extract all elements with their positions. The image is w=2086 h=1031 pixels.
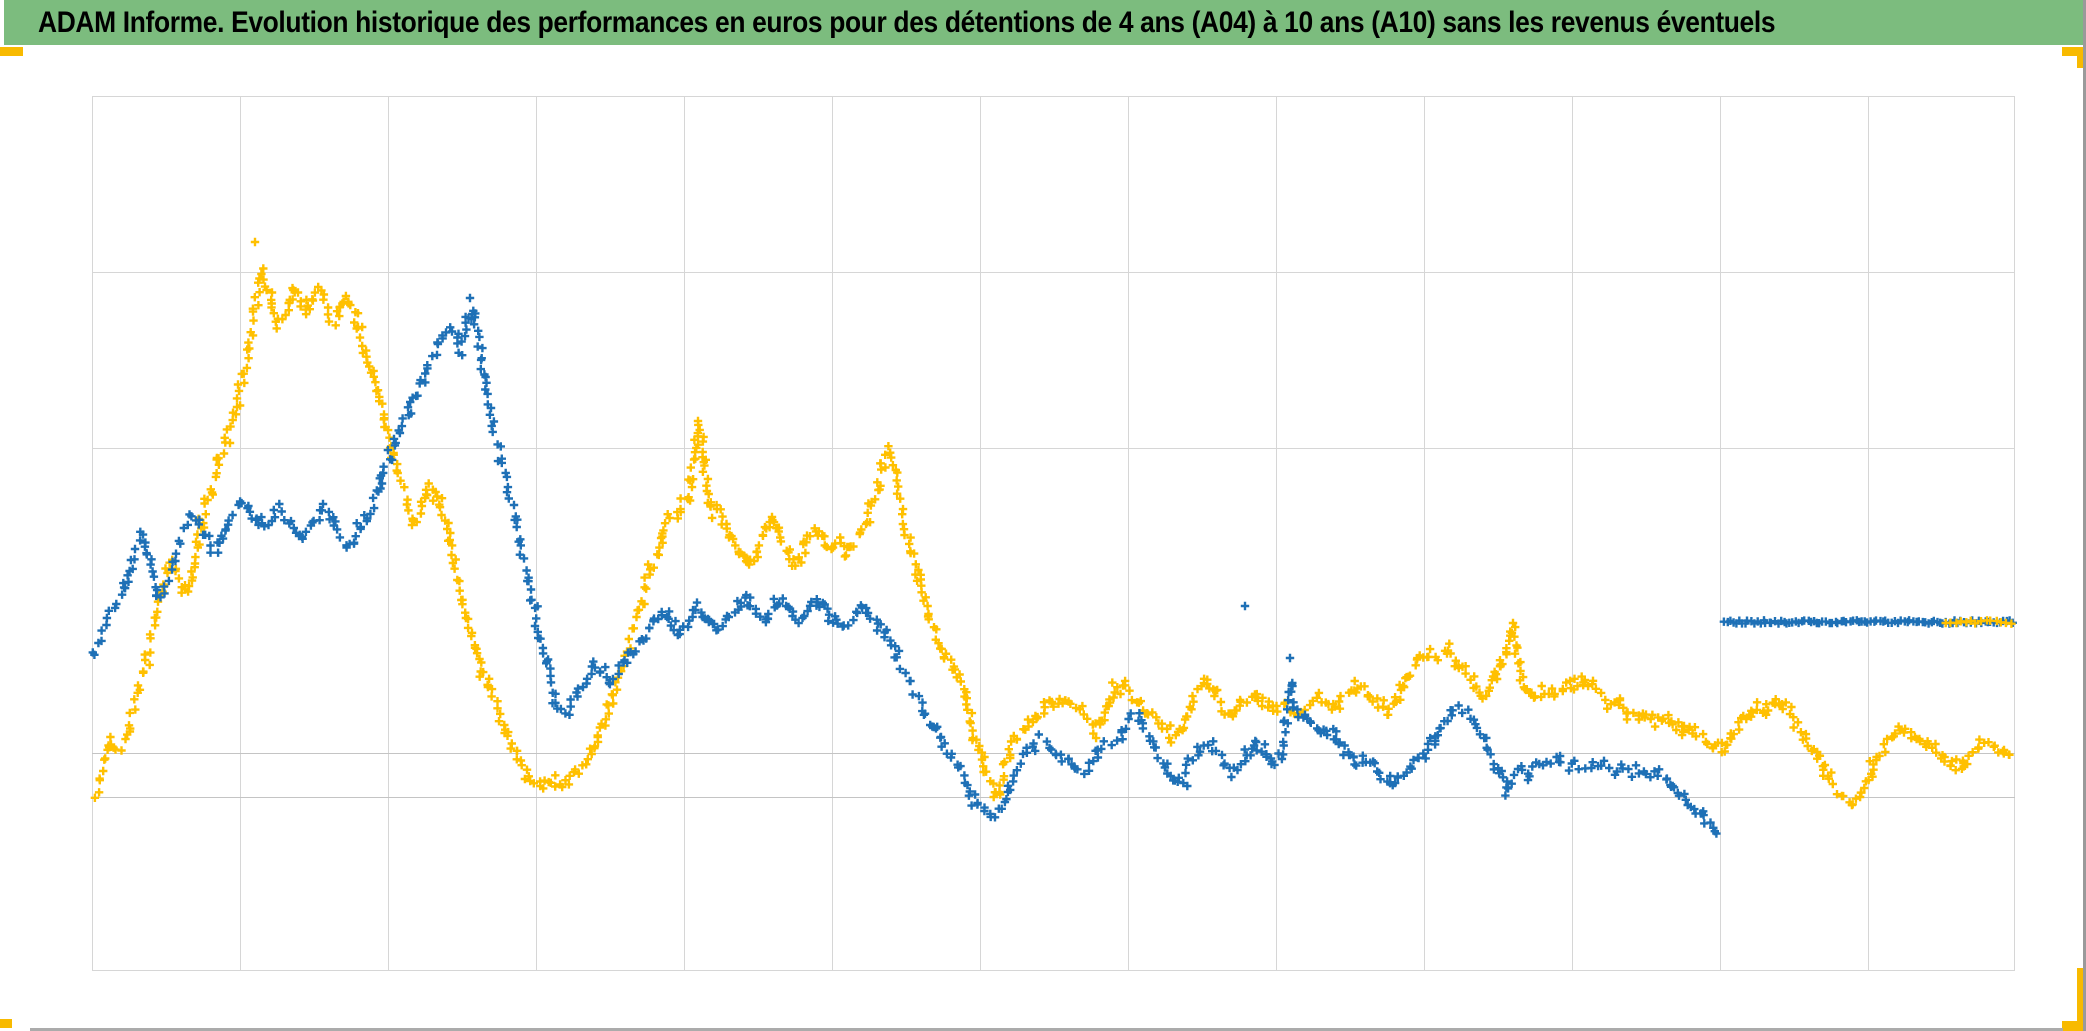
vertical-gridline — [1868, 96, 1869, 971]
vertical-gridline — [536, 96, 537, 971]
vertical-gridline — [684, 96, 685, 971]
horizontal-gridline — [92, 448, 2015, 449]
page-title: ADAM Informe. Evolution historique des p… — [38, 5, 1776, 39]
vertical-gridline — [388, 96, 389, 971]
plot-area — [92, 96, 2015, 971]
corner-mark-top-right-horizontal — [2062, 47, 2086, 56]
vertical-gridline — [1572, 96, 1573, 971]
corner-mark-top-right-vertical — [2077, 47, 2086, 68]
series-blue-markers — [88, 293, 2017, 838]
window-edge-bottom — [30, 1028, 2063, 1031]
horizontal-gridline — [92, 797, 2015, 798]
window-edge-right — [2083, 0, 2086, 1031]
horizontal-gridline — [92, 272, 2015, 273]
corner-mark-bottom-right-horizontal — [2062, 1021, 2086, 1031]
series-gold-markers — [90, 237, 2014, 810]
vertical-gridline — [1720, 96, 1721, 971]
header-bar: ADAM Informe. Evolution historique des p… — [4, 0, 2083, 45]
corner-mark-top-left — [0, 47, 23, 56]
vertical-gridline — [980, 96, 981, 971]
corner-mark-bottom-right-vertical — [2077, 968, 2086, 1031]
vertical-gridline — [1128, 96, 1129, 971]
vertical-gridline — [1276, 96, 1277, 971]
corner-mark-bottom-left — [0, 1019, 12, 1028]
vertical-gridline — [1424, 96, 1425, 971]
vertical-gridline — [832, 96, 833, 971]
vertical-gridline — [240, 96, 241, 971]
series-gold-flat-overlay — [1941, 616, 2016, 628]
